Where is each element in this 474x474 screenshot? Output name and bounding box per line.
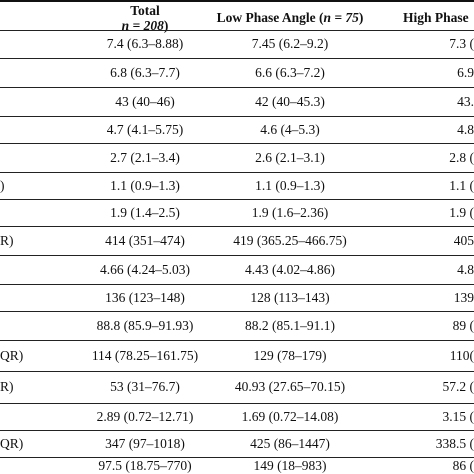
cell-high-phase-angle: 6.9 <box>457 64 474 80</box>
row-divider <box>0 87 474 88</box>
cell-low-phase-angle: 2.6 (2.1–3.1) <box>255 149 325 165</box>
cell-total: 4.66 (4.24–5.03) <box>100 261 190 277</box>
row-divider <box>0 226 474 227</box>
header-total: Total n = 208) <box>80 3 210 33</box>
cell-high-phase-angle: 3.15 ( <box>442 408 474 424</box>
row-stub-label: R) <box>0 232 14 248</box>
cell-low-phase-angle: 1.9 (1.6–2.36) <box>251 204 329 220</box>
cell-low-phase-angle: 6.6 (6.3–7.2) <box>255 64 325 80</box>
header-low-n: n = 75 <box>323 10 359 25</box>
row-stub-label: ) <box>0 177 5 193</box>
cell-high-phase-angle: 43. <box>457 93 474 109</box>
header-bottom-rule <box>0 30 474 31</box>
cell-total: 136 (123–148) <box>105 289 185 305</box>
row-divider <box>0 371 474 372</box>
cell-low-phase-angle: 419 (365.25–466.75) <box>233 232 347 248</box>
cell-low-phase-angle: 7.45 (6.2–9.2) <box>251 36 329 51</box>
header-low-phase-angle: Low Phase Angle (n = 75) <box>216 10 364 25</box>
cell-total: 43 (40–46) <box>115 93 175 109</box>
cell-high-phase-angle: 89 ( <box>452 317 474 333</box>
row-divider <box>0 430 474 431</box>
cell-low-phase-angle: 4.6 (4–5.3) <box>260 121 320 137</box>
cell-total: 2.89 (0.72–12.71) <box>96 408 194 424</box>
cell-total: 414 (351–474) <box>105 232 185 248</box>
row-divider <box>0 457 474 458</box>
cell-total: 7.4 (6.3–8.88) <box>106 36 184 51</box>
cell-high-phase-angle: 110( <box>449 347 474 363</box>
cell-high-phase-angle: 1.9 ( <box>449 204 474 220</box>
row-divider <box>0 199 474 200</box>
cell-total: 1.1 (0.9–1.3) <box>110 177 180 193</box>
cell-total: 6.8 (6.3–7.7) <box>110 64 180 80</box>
cell-high-phase-angle: 4.8 <box>457 261 474 277</box>
cell-total: 4.7 (4.1–5.75) <box>106 121 184 137</box>
row-divider <box>0 58 474 59</box>
row-divider <box>0 143 474 144</box>
row-divider <box>0 403 474 404</box>
row-stub-label: QR) <box>0 435 24 451</box>
row-stub-label: R) <box>0 379 14 394</box>
row-divider <box>0 311 474 312</box>
row-divider <box>0 340 474 341</box>
cell-total: 114 (78.25–161.75) <box>91 347 199 363</box>
cell-low-phase-angle: 128 (113–143) <box>250 289 330 305</box>
row-divider <box>0 116 474 117</box>
cell-low-phase-angle: 425 (86–1447) <box>250 435 330 451</box>
cell-high-phase-angle: 7.3 ( <box>449 36 474 51</box>
cell-low-phase-angle: 149 (18–983) <box>253 457 327 473</box>
cell-high-phase-angle: 86 ( <box>452 457 474 473</box>
cell-high-phase-angle: 405 <box>453 232 474 248</box>
cell-total: 88.8 (85.9–91.93) <box>96 317 194 333</box>
cell-high-phase-angle: 338.5 ( <box>435 435 474 451</box>
cell-high-phase-angle: 57.2 ( <box>442 379 474 394</box>
cell-high-phase-angle: 1.1 ( <box>449 177 474 193</box>
cell-low-phase-angle: 1.69 (0.72–14.08) <box>241 408 339 424</box>
header-high-phase-angle: High Phase <box>403 10 469 25</box>
cell-total: 53 (31–76.7) <box>110 379 180 394</box>
cell-high-phase-angle: 4.8 <box>457 121 474 137</box>
cell-high-phase-angle: 2.8 ( <box>449 149 474 165</box>
cell-low-phase-angle: 88.2 (85.1–91.1) <box>245 317 335 333</box>
cell-total: 347 (97–1018) <box>105 435 185 451</box>
cell-high-phase-angle: 139 <box>453 289 474 305</box>
header-total-label: Total <box>130 3 160 18</box>
cell-low-phase-angle: 40.93 (27.65–70.15) <box>234 379 346 394</box>
cell-low-phase-angle: 4.43 (4.02–4.86) <box>245 261 335 277</box>
cell-total: 97.5 (18.75–770) <box>98 457 192 473</box>
cell-low-phase-angle: 129 (78–179) <box>253 347 327 363</box>
row-divider <box>0 255 474 256</box>
cell-low-phase-angle: 42 (40–45.3) <box>255 93 325 109</box>
table-top-rule <box>0 0 474 2</box>
header-total-n: n = 208) <box>121 18 169 33</box>
cell-total: 2.7 (2.1–3.4) <box>110 149 180 165</box>
row-stub-label: QR) <box>0 347 24 363</box>
row-divider <box>0 284 474 285</box>
cell-low-phase-angle: 1.1 (0.9–1.3) <box>255 177 325 193</box>
row-divider <box>0 172 474 173</box>
cell-total: 1.9 (1.4–2.5) <box>110 204 180 220</box>
